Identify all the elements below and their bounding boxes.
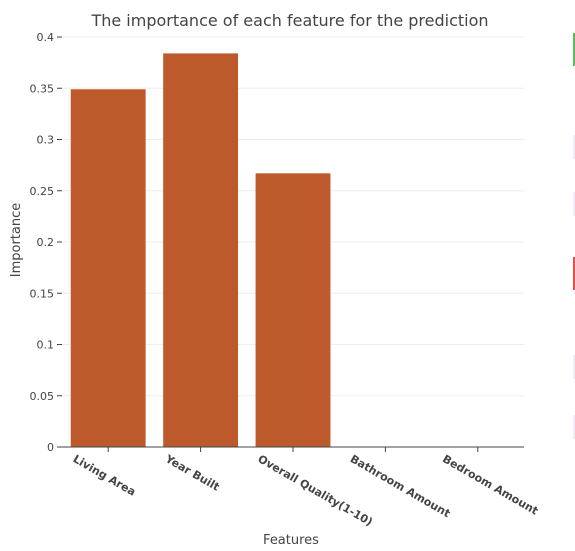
y-tick-label: 0.4 <box>37 31 55 44</box>
edge-mark-green <box>573 33 575 66</box>
y-tick-label: 0.2 <box>37 236 55 249</box>
y-tick-label: 0 <box>47 441 54 454</box>
y-tick-label: 0.05 <box>30 390 55 403</box>
bar[interactable] <box>163 53 239 448</box>
x-axis-label: Features <box>263 533 319 548</box>
x-tick-label: Year Built <box>162 452 221 494</box>
y-axis-label: Importance <box>9 203 24 278</box>
y-tick-label: 0.35 <box>30 82 55 95</box>
x-tick-label: Living Area <box>71 452 138 498</box>
edge-mark-red <box>573 257 575 290</box>
x-axis-ticks: Living Area Year Built Overall Quality(1-1… <box>71 447 540 529</box>
edge-mark-faint <box>573 415 575 439</box>
y-tick-label: 0.25 <box>30 185 55 198</box>
edge-mark-faint <box>573 192 575 216</box>
x-tick-label: Bedroom Amount <box>440 452 540 517</box>
y-tick-label: 0.1 <box>37 339 55 352</box>
y-tick-label: 0.15 <box>30 287 55 300</box>
edge-mark-faint <box>573 135 575 159</box>
y-tick-label: 0.3 <box>37 134 55 147</box>
y-axis-ticks: 0 0.05 0.1 0.15 0.2 0.25 0.3 0.35 0.4 <box>30 31 62 454</box>
bar[interactable] <box>70 89 146 448</box>
bar[interactable] <box>255 173 331 447</box>
bars <box>70 53 331 448</box>
edge-mark-faint <box>573 355 575 379</box>
chart-title: The importance of each feature for the p… <box>90 11 488 30</box>
